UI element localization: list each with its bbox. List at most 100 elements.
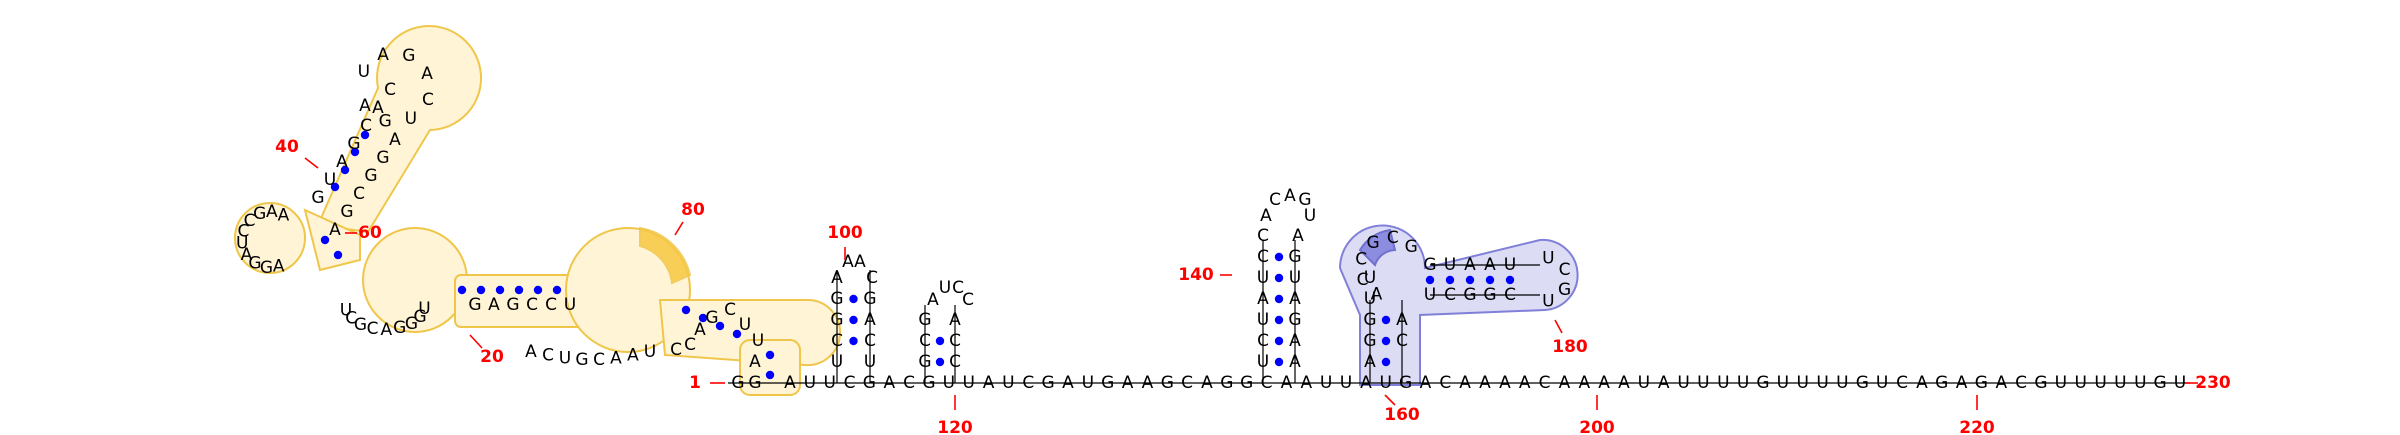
nucleotide: G	[1405, 237, 1418, 257]
nucleotide: U	[939, 278, 951, 298]
nucleotide: U	[2055, 373, 2067, 393]
nucleotide: G	[1463, 285, 1476, 305]
nucleotide: C	[866, 268, 878, 288]
nucleotide: A	[1257, 289, 1269, 309]
nucleotide: C	[1559, 260, 1571, 280]
base-pair-dot	[1381, 315, 1391, 325]
base-pair-dot	[476, 285, 486, 295]
nucleotide: U	[236, 234, 248, 254]
nucleotide: U	[1257, 268, 1269, 288]
nucleotide: U	[804, 373, 816, 393]
nucleotide: U	[1777, 373, 1789, 393]
nucleotide: G	[354, 315, 367, 335]
nucleotide: C	[360, 116, 372, 136]
nucleotide: U	[943, 373, 955, 393]
nucleotide: A	[949, 310, 961, 330]
nucleotide: U	[1379, 373, 1391, 393]
nucleotide: U	[1257, 352, 1269, 372]
base-pair-dot	[1274, 273, 1284, 283]
nucleotide: G	[379, 112, 392, 132]
nucleotide: G	[364, 166, 377, 186]
nucleotide: U	[340, 301, 352, 321]
nucleotide: G	[1558, 280, 1571, 300]
nucleotide: G	[830, 289, 843, 309]
nucleotide: U	[2094, 373, 2106, 393]
nucleotide: G	[347, 134, 360, 154]
nucleotide: G	[1220, 373, 1233, 393]
base-pair-dot	[333, 250, 343, 260]
base-pair-dot	[765, 350, 775, 360]
nucleotide: A	[864, 310, 876, 330]
nucleotide: A	[1420, 373, 1432, 393]
nucleotide: C	[1896, 373, 1908, 393]
base-pair-dot	[849, 294, 858, 304]
nucleotide: C	[2015, 373, 2027, 393]
nucleotide: G	[1399, 373, 1412, 393]
nucleotide: U	[1304, 206, 1316, 226]
base-pair-dot	[340, 165, 350, 175]
nucleotide: U	[2114, 373, 2126, 393]
label-200: 200	[1579, 418, 1615, 435]
nucleotide: U	[1364, 268, 1376, 288]
base-pair-dot	[495, 285, 505, 295]
nucleotide: A	[372, 98, 384, 118]
nucleotide: G	[1856, 373, 1869, 393]
nucleotide: G	[830, 310, 843, 330]
nucleotide: A	[389, 130, 401, 150]
nucleotide: C	[1357, 270, 1369, 290]
nucleotide: U	[823, 373, 835, 393]
nucleotide: A	[1371, 285, 1383, 305]
nucleotide: C	[864, 331, 876, 351]
nucleotide: A	[1995, 373, 2007, 393]
nucleotide: C	[1439, 373, 1451, 393]
nucleotide: A	[694, 320, 706, 340]
nucleotide: A	[1396, 310, 1408, 330]
nucleotide: C	[1269, 190, 1281, 210]
nucleotide: C	[684, 335, 696, 355]
nucleotide: U	[2134, 373, 2146, 393]
nucleotide: A	[1062, 373, 1074, 393]
base-pair-dot	[1445, 275, 1455, 285]
nucleotide: A	[842, 252, 854, 272]
nucleotide: C	[1355, 250, 1367, 270]
nucleotide: G	[1363, 331, 1376, 351]
nucleotide: G	[863, 373, 876, 393]
nucleotide: A	[627, 346, 639, 366]
backbone	[728, 240, 2190, 384]
nucleotide: C	[949, 331, 961, 351]
nucleotide: C	[593, 350, 605, 370]
nucleotide: U	[864, 352, 876, 372]
base-pair-dot	[514, 285, 524, 295]
nucleotide: U	[1257, 310, 1269, 330]
nucleotide: U	[1002, 373, 1014, 393]
nucleotide: A	[1289, 331, 1301, 351]
nucleotide: G	[731, 373, 744, 393]
position-labels: 1 20 40 60 80 100 120 140 160 180 200 22…	[275, 137, 2231, 435]
nucleotide: A	[983, 373, 995, 393]
nucleotide: G	[405, 314, 418, 334]
label-230: 230	[2195, 373, 2231, 393]
nucleotide: G	[918, 310, 931, 330]
nucleotide: C	[422, 90, 434, 110]
nucleotide: U	[1677, 373, 1689, 393]
nucleotide: G	[1288, 247, 1301, 267]
nucleotide: A	[488, 295, 500, 315]
highlight-yellow-domain	[234, 25, 842, 396]
nucleotide: U	[1364, 289, 1376, 309]
nucleotide: U	[2174, 373, 2186, 393]
nucleotide: C	[542, 346, 554, 366]
nucleotide: U	[1717, 373, 1729, 393]
nucleotide: A	[854, 252, 866, 272]
nucleotide: C	[831, 331, 843, 351]
nucleotide: C	[919, 331, 931, 351]
nucleotide: G	[575, 350, 588, 370]
nucleotide: G	[1756, 373, 1769, 393]
nucleotide: C	[724, 300, 736, 320]
nucleotide: G	[2034, 373, 2047, 393]
nucleotide: G	[402, 46, 415, 66]
nucleotide: G	[1298, 190, 1311, 210]
nucleotide: C	[244, 211, 256, 231]
base-pair-dot	[1381, 357, 1391, 367]
nucleotide: U	[1320, 373, 1332, 393]
base-pair-dot	[1465, 275, 1475, 285]
